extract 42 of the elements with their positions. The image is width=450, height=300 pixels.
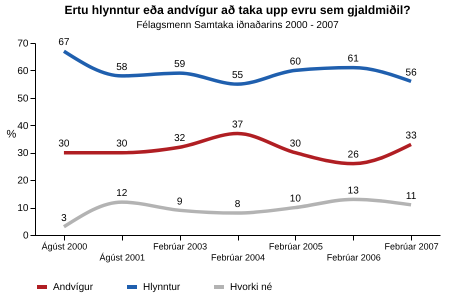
data-label: 59 [174,59,186,70]
data-label: 13 [348,185,360,196]
data-label: 26 [348,150,360,161]
data-label: 33 [406,130,418,142]
x-tick-label: Febrúar 2005 [268,242,323,252]
data-label: 11 [406,190,417,202]
y-tick-label: 0 [22,230,29,242]
x-tick-label: Febrúar 2003 [153,242,208,252]
legend-label: Hlynntur [143,282,181,293]
data-label: 58 [116,62,128,73]
x-tick-label: Ágúst 2000 [42,242,88,252]
data-label: 67 [58,37,70,48]
data-label: 8 [234,199,241,210]
data-label: 9 [176,196,183,208]
legend-label: Andvígur [53,282,94,293]
x-tick-label: Febrúar 2007 [384,242,439,252]
data-label: 30 [116,138,128,150]
chart-title: Ertu hlynntur eða andvígur að taka upp evru sem gjaldmiðil? [64,3,411,18]
data-label: 3 [61,212,68,224]
data-label: 61 [348,54,360,65]
chart-subtitle: Félagsmenn Samtaka iðnaðarins 2000 - 2007 [136,20,340,32]
y-tick-label: 10 [17,203,29,214]
y-tick-label: 50 [17,93,29,104]
data-label: 60 [290,56,302,68]
y-tick-label: 40 [17,120,29,132]
y-tick-label: 20 [17,176,29,187]
y-axis-title: % [6,128,16,140]
y-tick-label: 60 [17,66,29,77]
data-label: 12 [116,188,128,200]
x-tick-label: Febrúar 2004 [210,252,266,262]
x-tick-label: Febrúar 2006 [326,252,381,262]
y-tick-label: 70 [17,38,29,50]
data-label: 55 [232,70,244,82]
data-label: 37 [232,120,244,131]
legend-label: Hvorki né [230,282,273,293]
x-tick-label: Ágúst 2001 [100,252,146,262]
data-label: 30 [58,138,70,150]
data-label: 10 [290,194,302,205]
y-tick-label: 30 [17,148,29,160]
data-label: 56 [406,67,418,78]
data-label: 32 [174,133,186,144]
data-label: 30 [290,138,302,150]
